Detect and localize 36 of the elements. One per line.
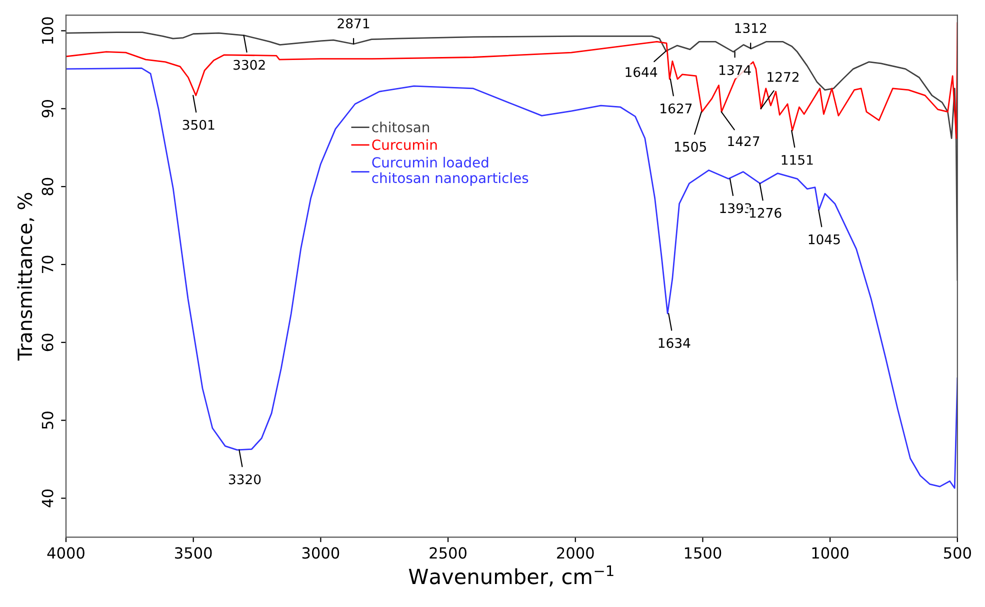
annotation: 1634	[658, 338, 690, 348]
x-tick-label: 4000	[47, 547, 84, 559]
x-tick-label: 2000	[557, 547, 594, 559]
x-tick-label: 2500	[430, 547, 466, 559]
legend-label: chitosan	[372, 122, 430, 132]
annotation: 1276	[750, 208, 782, 218]
x-axis-title: Wavenumber, cm$^{−1}$	[408, 565, 614, 586]
annotation: 1644	[626, 67, 658, 78]
y-tick-label: 90	[42, 100, 54, 118]
legend-label: Curcumin	[372, 139, 437, 150]
y-tick-label: 80	[42, 178, 54, 196]
annotation: 3302	[234, 60, 265, 70]
annotation: 1312	[735, 23, 766, 34]
y-tick-label: 70	[42, 256, 54, 273]
annotation: 1151	[782, 155, 813, 165]
annotation: 2871	[338, 18, 370, 28]
y-axis-title: Transmittance, %	[17, 192, 34, 361]
y-tick-label: 60	[42, 334, 54, 352]
x-tick-label: 1500	[684, 547, 722, 559]
x-tick-label: 500	[944, 547, 971, 559]
annotation: 3501	[182, 120, 214, 130]
annotation: 3320	[228, 474, 261, 484]
x-tick-label: 3000	[302, 547, 340, 559]
x-tick-label: 3500	[175, 547, 212, 559]
annotation: 1272	[768, 72, 798, 82]
y-tick-label: 100	[42, 17, 54, 44]
annotation: 1393	[720, 203, 752, 214]
annotation: 1427	[728, 136, 760, 146]
y-tick-label: 50	[42, 412, 54, 429]
annotation: 1505	[675, 142, 706, 152]
y-tick-label: 40	[42, 490, 54, 508]
annotation: 1374	[719, 65, 751, 76]
annotation: 1045	[808, 234, 840, 244]
annotation: 1627	[660, 103, 692, 114]
legend-label: Curcumin loaded chitosan nanoparticles	[372, 156, 528, 186]
x-tick-label: 1000	[812, 547, 848, 559]
